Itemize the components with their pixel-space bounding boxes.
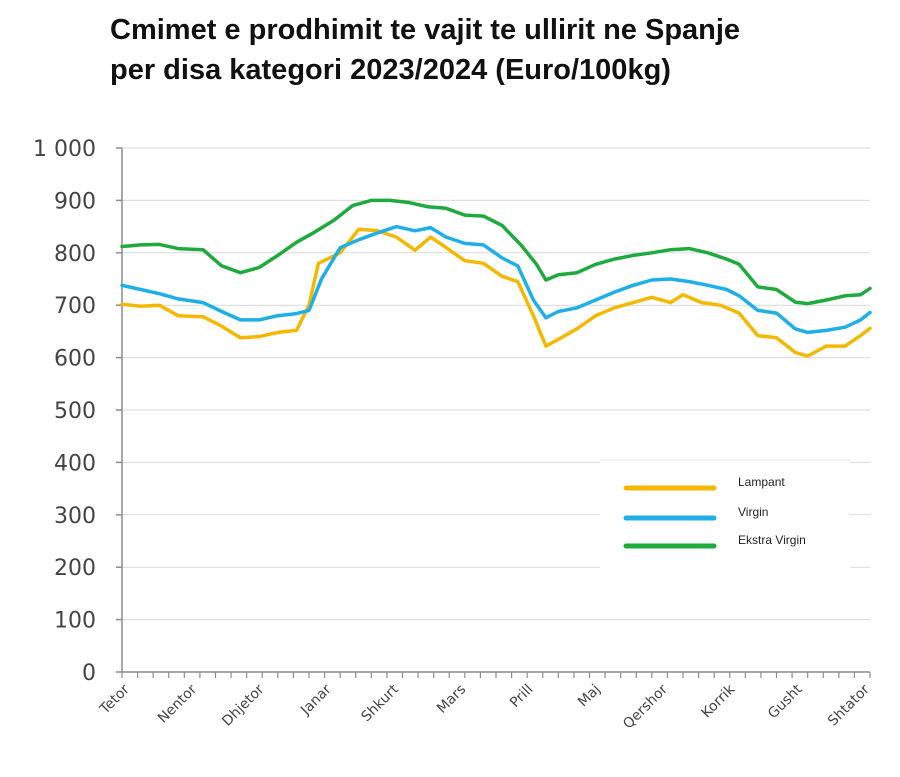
- y-tick-label: 500: [54, 399, 96, 424]
- x-tick-label: Tetor: [96, 681, 133, 718]
- y-tick-label: 600: [54, 347, 96, 372]
- chart-title: Cmimet e prodhimit te vajit te ullirit n…: [110, 10, 890, 90]
- x-tick-label: Prill: [507, 682, 536, 711]
- y-tick-label: 700: [54, 294, 96, 319]
- x-axis: Tetor Nentor Dhjetor Janar Shkurt Mars Prill Ma…: [96, 671, 873, 732]
- x-tick-label: Maj: [575, 682, 604, 711]
- legend-label: Virgin: [738, 505, 768, 519]
- series-line-ekstra-virgin: [120, 198, 872, 306]
- y-tick-label: 300: [54, 504, 96, 529]
- y-tick-label: 900: [54, 189, 96, 214]
- legend-label: Ekstra Virgin: [738, 533, 806, 547]
- x-tick-label: Mars: [434, 682, 469, 717]
- x-tick-label: Shtator: [825, 681, 873, 729]
- x-tick-label: Nentor: [155, 681, 200, 726]
- x-tick-label: Shkurt: [358, 681, 402, 725]
- x-tick-label: Qershor: [620, 681, 671, 732]
- y-tick-label: 800: [54, 242, 96, 267]
- y-tick-label: 200: [54, 556, 96, 581]
- y-tick-label: 400: [54, 451, 96, 476]
- y-tick-label: 1 000: [33, 137, 96, 162]
- chart-title-line-1: Cmimet e prodhimit te vajit te ullirit n…: [110, 14, 741, 46]
- x-tick-label: Korrik: [698, 681, 738, 721]
- y-tick-label: 100: [54, 609, 96, 634]
- x-tick-label: Janar: [297, 681, 335, 719]
- y-tick-label: 0: [82, 661, 96, 686]
- chart-title-line-2: per disa kategori 2023/2024 (Euro/100kg): [110, 54, 671, 86]
- series-line-lampant: [120, 227, 872, 358]
- series-line-virgin: [120, 224, 872, 335]
- series-lines: [120, 198, 872, 358]
- legend: Lampant Virgin Ekstra Virgin: [600, 459, 850, 572]
- x-tick-label: Gusht: [765, 681, 806, 722]
- y-axis: 0 100 200 300 400 500 600 700 800 900 1 000: [33, 137, 123, 686]
- legend-label: Lampant: [738, 475, 785, 489]
- x-tick-label: Dhjetor: [219, 681, 267, 729]
